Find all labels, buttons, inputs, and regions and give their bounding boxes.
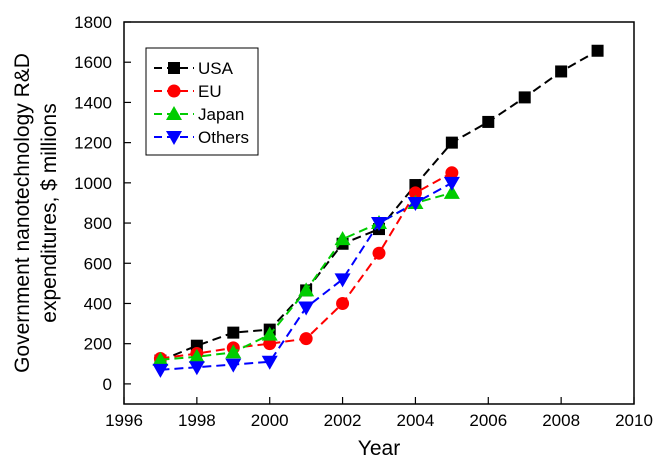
data-point-usa — [555, 65, 568, 78]
x-axis-title: Year — [358, 437, 400, 460]
data-point-others — [371, 217, 387, 232]
data-point-others — [334, 273, 351, 288]
data-point-usa — [227, 326, 240, 339]
y-axis: 0 200 400 600 800 1000 1200 1400 1600 1800 — [74, 13, 131, 394]
legend-marker — [168, 62, 180, 74]
x-tick-label: 2002 — [324, 411, 362, 430]
data-point-others — [225, 358, 242, 373]
series-line-eu — [160, 171, 453, 360]
data-point-others — [261, 355, 278, 370]
plot-frame — [123, 21, 635, 405]
series-layer — [152, 44, 604, 378]
data-point-japan — [261, 326, 278, 341]
x-tick-label: 2010 — [615, 411, 653, 430]
y-tick-label: 1800 — [74, 13, 112, 32]
y-tick-label: 0 — [103, 375, 112, 394]
data-point-others — [407, 196, 424, 211]
y-axis-title-line-2: expenditures, $ millions — [38, 103, 61, 322]
data-point-japan — [334, 231, 351, 246]
data-point-usa — [445, 136, 458, 149]
x-axis: 1996 1998 2000 2002 2004 2006 2008 2010 — [105, 397, 653, 430]
legend-label: USA — [198, 59, 234, 78]
data-point-others — [298, 301, 315, 316]
data-point-eu — [336, 296, 350, 310]
data-point-japan — [443, 184, 460, 199]
data-point-japan — [225, 344, 242, 359]
legend-label: Others — [198, 128, 249, 147]
data-point-others — [188, 361, 205, 376]
data-point-eu — [299, 332, 313, 346]
series-others — [152, 176, 460, 378]
y-axis-title-line-1: Government nanotechnology R&D — [11, 53, 34, 373]
x-tick-label: 2004 — [397, 411, 435, 430]
x-tick-label: 1998 — [178, 411, 216, 430]
data-point-usa — [591, 44, 604, 57]
data-point-usa — [482, 115, 495, 128]
data-point-japan — [152, 351, 169, 366]
data-point-others — [443, 176, 460, 191]
data-point-eu — [445, 166, 459, 180]
data-point-eu — [372, 246, 386, 260]
data-point-japan — [188, 348, 205, 363]
legend-marker — [166, 106, 182, 120]
data-point-others — [152, 363, 169, 378]
x-tick-label: 2000 — [251, 411, 289, 430]
legend-label: Japan — [198, 105, 244, 124]
y-tick-label: 1000 — [74, 174, 112, 193]
y-tick-label: 1600 — [74, 53, 112, 72]
y-tick-label: 1400 — [74, 93, 112, 112]
legend-marker — [166, 131, 182, 145]
legend-label: EU — [198, 82, 222, 101]
legend-marker — [167, 84, 181, 98]
data-point-usa — [518, 91, 531, 104]
y-tick-label: 1200 — [74, 134, 112, 153]
x-tick-label: 2008 — [542, 411, 580, 430]
legend: USA EU Japan Others — [145, 47, 259, 156]
x-tick-label: 2006 — [469, 411, 507, 430]
series-eu — [153, 166, 459, 366]
data-point-japan — [298, 282, 315, 297]
y-tick-label: 200 — [84, 335, 112, 354]
x-tick-label: 1996 — [105, 411, 143, 430]
data-point-eu — [408, 186, 422, 200]
y-tick-label: 400 — [84, 294, 112, 313]
y-tick-label: 800 — [84, 214, 112, 233]
y-tick-label: 600 — [84, 254, 112, 273]
legend-box — [145, 47, 259, 156]
